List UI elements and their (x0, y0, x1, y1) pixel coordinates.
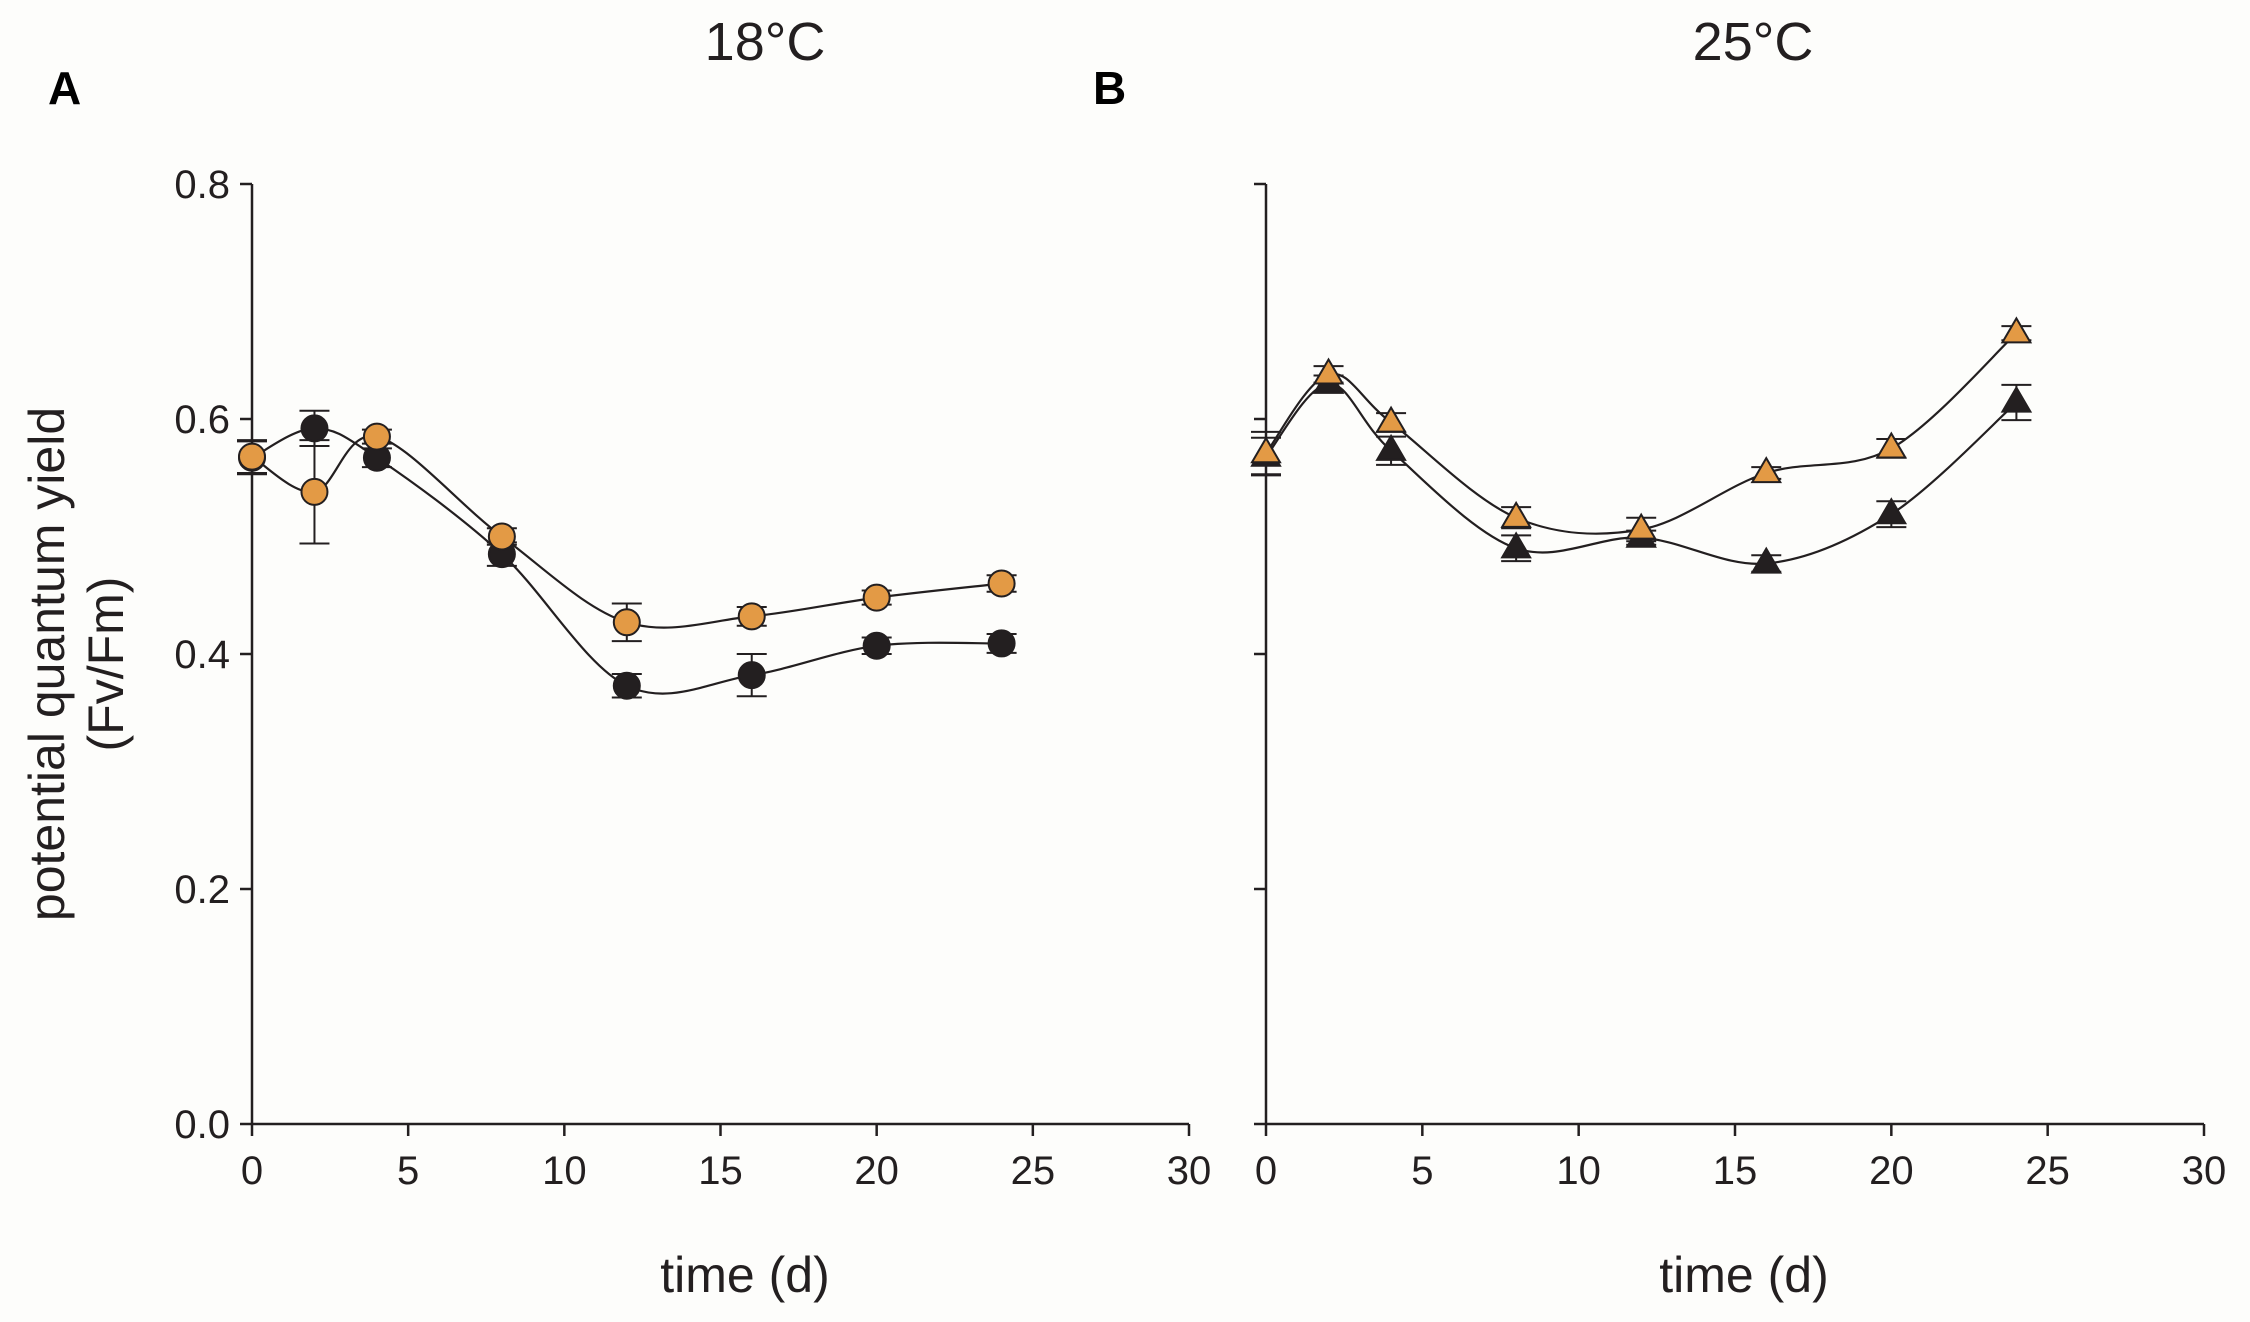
panel-a-series-black-point (862, 631, 891, 660)
panel-b-series-black-point (1500, 531, 1532, 559)
panel-a-letter: A (48, 62, 81, 114)
panel-b-x-tick-label: 30 (2182, 1149, 2227, 1193)
panel-a-x-tick-label: 5 (397, 1149, 419, 1193)
panel-a-x-tick-label: 15 (698, 1149, 743, 1193)
panel-b-x-tick-label: 5 (1411, 1149, 1433, 1193)
panel-a-series-orange-point (487, 522, 516, 551)
panel-b-x-tick-label: 20 (1869, 1149, 1914, 1193)
panel-b-series-black-point (2000, 385, 2033, 413)
panel-b-plot: 0 5 10 15 20 25 30 (1250, 182, 2227, 1193)
panel-a-plot: 0.0 0.2 0.4 0.6 0.8 0 5 10 15 20 25 30 (174, 163, 1211, 1193)
panel-b-x-tick-label: 15 (1713, 1149, 1758, 1193)
panel-b-title: 25°C (1693, 12, 1814, 72)
panel-b-series-orange-line (1265, 332, 2018, 535)
panel-a-x-tick-label: 10 (542, 1149, 587, 1193)
panel-a: A 18°C time (d) 0.0 0.2 0.4 0.6 0.8 0 5 10 15 20 2… (48, 12, 1211, 1303)
panel-a-y-tick-label: 0.2 (174, 868, 230, 912)
panel-b-series-orange-point (1250, 436, 1282, 464)
panel-a-x-axis-title: time (d) (660, 1247, 829, 1303)
panel-b-series-black-point (1750, 546, 1783, 574)
panel-a-x-tick-label: 0 (241, 1149, 263, 1193)
panel-a-series-orange-point (862, 583, 891, 612)
panel-a-series-black-point (612, 671, 641, 700)
panel-b-series-orange-point (1750, 456, 1783, 484)
panel-b-x-tick-label: 25 (2025, 1149, 2070, 1193)
y-axis-title-line1: potential quantum yield (19, 407, 75, 921)
panel-a-y-tick-label: 0.0 (174, 1103, 230, 1147)
panel-a-series-orange-point (737, 602, 766, 631)
panel-a-series-black-point (987, 629, 1016, 658)
panel-a-y-tick-label: 0.6 (174, 398, 230, 442)
panel-b: B 25°C time (d) 0 5 10 15 20 25 30 (1093, 12, 2226, 1303)
panel-a-series-orange-point (362, 422, 391, 451)
panel-b-letter: B (1093, 62, 1126, 114)
panel-a-y-tick-label: 0.8 (174, 163, 230, 207)
panel-b-series-black-point (1375, 433, 1407, 461)
panel-b-x-tick-label: 0 (1255, 1149, 1277, 1193)
panel-a-x-tick-label: 20 (854, 1149, 899, 1193)
panel-a-title: 18°C (705, 12, 826, 72)
panel-a-series-black-point (300, 414, 329, 443)
panel-a-series-black-point (737, 661, 766, 690)
panel-a-series-orange-point (612, 608, 641, 637)
panel-b-series-black-point (1875, 497, 1908, 525)
panel-a-x-tick-label: 30 (1167, 1149, 1212, 1193)
panel-b-series-orange-point (1500, 500, 1532, 528)
panel-b-series-orange-point (1375, 405, 1407, 433)
panel-b-series-orange-point (1625, 512, 1657, 540)
panel-b-series-orange-point (1875, 431, 1908, 459)
panel-a-y-tick-label: 0.4 (174, 633, 230, 677)
panel-a-series-orange-point (238, 442, 266, 471)
panel-b-series-orange-point (1312, 357, 1345, 385)
panel-b-series-orange-point (2000, 316, 2033, 344)
panel-a-series-orange-point (987, 569, 1016, 598)
panel-b-x-axis-title: time (d) (1659, 1247, 1828, 1303)
panel-a-x-tick-label: 25 (1011, 1149, 1056, 1193)
panel-b-x-tick-label: 10 (1556, 1149, 1601, 1193)
y-axis-title-line2: (Fv/Fm) (78, 577, 134, 752)
panel-a-series-orange-point (300, 477, 329, 506)
